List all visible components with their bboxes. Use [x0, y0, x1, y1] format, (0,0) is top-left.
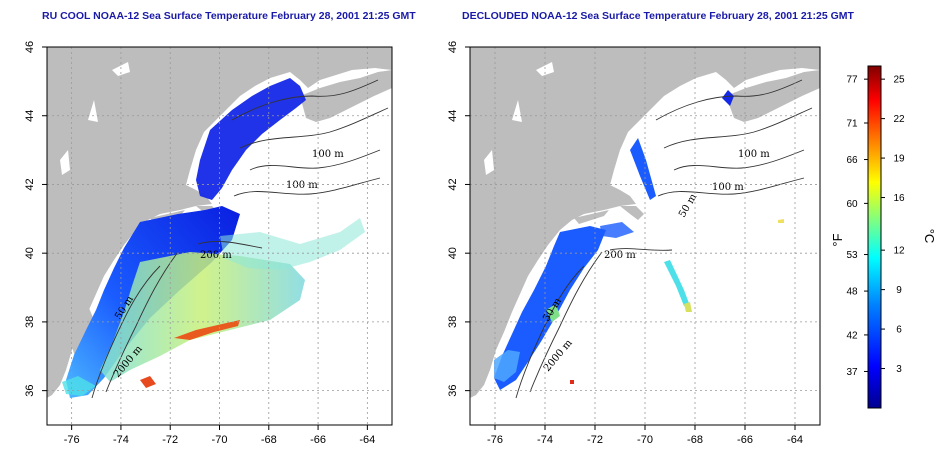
- y-tick-label: 36: [24, 385, 36, 397]
- sst-gulf-strip-2: [630, 138, 656, 200]
- panel-2-title: DECLOUDED NOAA-12 Sea Surface Temperatur…: [462, 10, 854, 22]
- x-tick-label: -74: [113, 434, 129, 446]
- map-panel-1: 100 m 100 m 200 m 50 m 2000 m -76 -74 -72-…: [24, 41, 393, 446]
- colorbar-label-c: 3: [896, 364, 902, 375]
- y-tick-label: 42: [447, 178, 459, 190]
- celsius-unit-label: °C: [922, 229, 937, 244]
- colorbar-label-f: 53: [846, 250, 858, 261]
- colorbar-label-f: 71: [846, 119, 858, 130]
- colorbar-label-c: 19: [893, 154, 905, 165]
- colorbar: 25 22 19 16 12 9 6 3 77 71 66 60 53 48 42 37 °F °C: [830, 65, 937, 409]
- land-nova-scotia-1: [300, 70, 392, 122]
- land-nova-scotia-2: [726, 70, 820, 122]
- x-tick-label: -68: [687, 434, 703, 446]
- y-tick-label: 46: [447, 41, 459, 53]
- sst-warm-patch-1: [100, 252, 305, 382]
- x-tick-label: -64: [787, 434, 803, 446]
- y-tick-label: 44: [24, 110, 36, 122]
- colorbar-label-c: 12: [893, 246, 905, 257]
- x-tick-label: -64: [359, 434, 375, 446]
- lake-3: [60, 150, 70, 175]
- colorbar-label-f: 42: [846, 330, 858, 341]
- panel-1-title: RU COOL NOAA-12 Sea Surface Temperature …: [42, 10, 416, 22]
- colorbar-label-c: 25: [893, 75, 905, 86]
- colorbar-label-c: 16: [893, 193, 905, 204]
- colorbar-ticks: 25 22 19 16 12 9 6 3 77 71 66 60 53 48 42 37: [846, 75, 905, 378]
- colorbar-label-f: 60: [846, 199, 858, 210]
- colorbar-label-c: 6: [896, 325, 902, 336]
- sst-red-spot-2: [570, 380, 574, 384]
- x-tick-label: -70: [637, 434, 653, 446]
- sst-warm-spot-1: [140, 376, 156, 388]
- axes-panel-1: -76 -74 -72 -70 -68 -66 -64 36 38 40 42 44 46: [24, 41, 375, 446]
- bathymetry-contours-2: [515, 79, 813, 399]
- contour-label-2-f: 2000 m: [542, 337, 575, 374]
- y-tick-label: 40: [447, 247, 459, 259]
- colorbar-label-c: 22: [893, 114, 905, 125]
- x-tick-label: -72: [162, 434, 178, 446]
- map-panel-2: 100 m 100 m 50 m 200 m 50 m 2000 m -76 -7…: [447, 41, 821, 446]
- colorbar-label-c: 9: [896, 285, 902, 296]
- contour-label-1-c: 200 m: [200, 250, 232, 261]
- sst-yellow-spot-2: [684, 302, 692, 312]
- sst-far-yellow-2: [778, 219, 784, 223]
- y-tick-label: 46: [24, 41, 36, 53]
- land-new-england-1: [47, 47, 392, 398]
- y-tick-label: 42: [24, 178, 36, 190]
- y-tick-label: 36: [447, 385, 459, 397]
- x-tick-label: -66: [737, 434, 753, 446]
- grid-panel-1: [47, 46, 392, 425]
- contour-label-2-b: 100 m: [712, 182, 744, 193]
- x-tick-label: -76: [64, 434, 80, 446]
- sst-coastal-light-2: [494, 350, 520, 382]
- fahrenheit-unit-label: °F: [830, 233, 845, 246]
- lake-5: [512, 100, 522, 122]
- sst-speckle-1: [220, 218, 365, 270]
- land-new-england-2: [470, 47, 820, 398]
- y-tick-label: 38: [24, 316, 36, 328]
- y-tick-label: 38: [447, 316, 459, 328]
- x-tick-label: -74: [537, 434, 553, 446]
- colorbar-label-f: 48: [846, 287, 858, 298]
- contour-label-1-a: 100 m: [312, 149, 344, 160]
- contour-label-2-d: 200 m: [604, 250, 636, 261]
- x-tick-label: -76: [487, 434, 503, 446]
- land-cape-cod-2: [620, 206, 644, 220]
- lake-6: [484, 150, 494, 175]
- x-tick-label: -66: [310, 434, 326, 446]
- land-long-island-2: [574, 210, 609, 224]
- colorbar-label-f: 77: [846, 75, 858, 86]
- contour-label-2-c: 50 m: [677, 192, 699, 220]
- contour-label-1-b: 100 m: [286, 180, 318, 191]
- y-tick-label: 44: [447, 110, 459, 122]
- colorbar-label-f: 37: [846, 367, 858, 378]
- sst-gulf-of-maine-1: [196, 78, 306, 200]
- lake-2: [88, 100, 98, 122]
- y-tick-label: 40: [24, 247, 36, 259]
- sst-patch-2: [600, 222, 634, 238]
- x-tick-label: -72: [587, 434, 603, 446]
- x-tick-label: -70: [212, 434, 228, 446]
- sst-green-2: [546, 304, 560, 322]
- x-tick-label: -68: [261, 434, 277, 446]
- colorbar-gradient: [867, 65, 882, 409]
- contour-label-2-a: 100 m: [738, 149, 770, 160]
- sst-nova-scotia-2: [722, 90, 734, 106]
- sst-cyan-band-2: [664, 260, 690, 306]
- axes-panel-2: -76 -74 -72 -70 -68 -66 -64 36 38 40 42 44 46: [447, 41, 803, 446]
- sst-warm-streak-1: [174, 320, 240, 340]
- colorbar-label-f: 66: [846, 155, 858, 166]
